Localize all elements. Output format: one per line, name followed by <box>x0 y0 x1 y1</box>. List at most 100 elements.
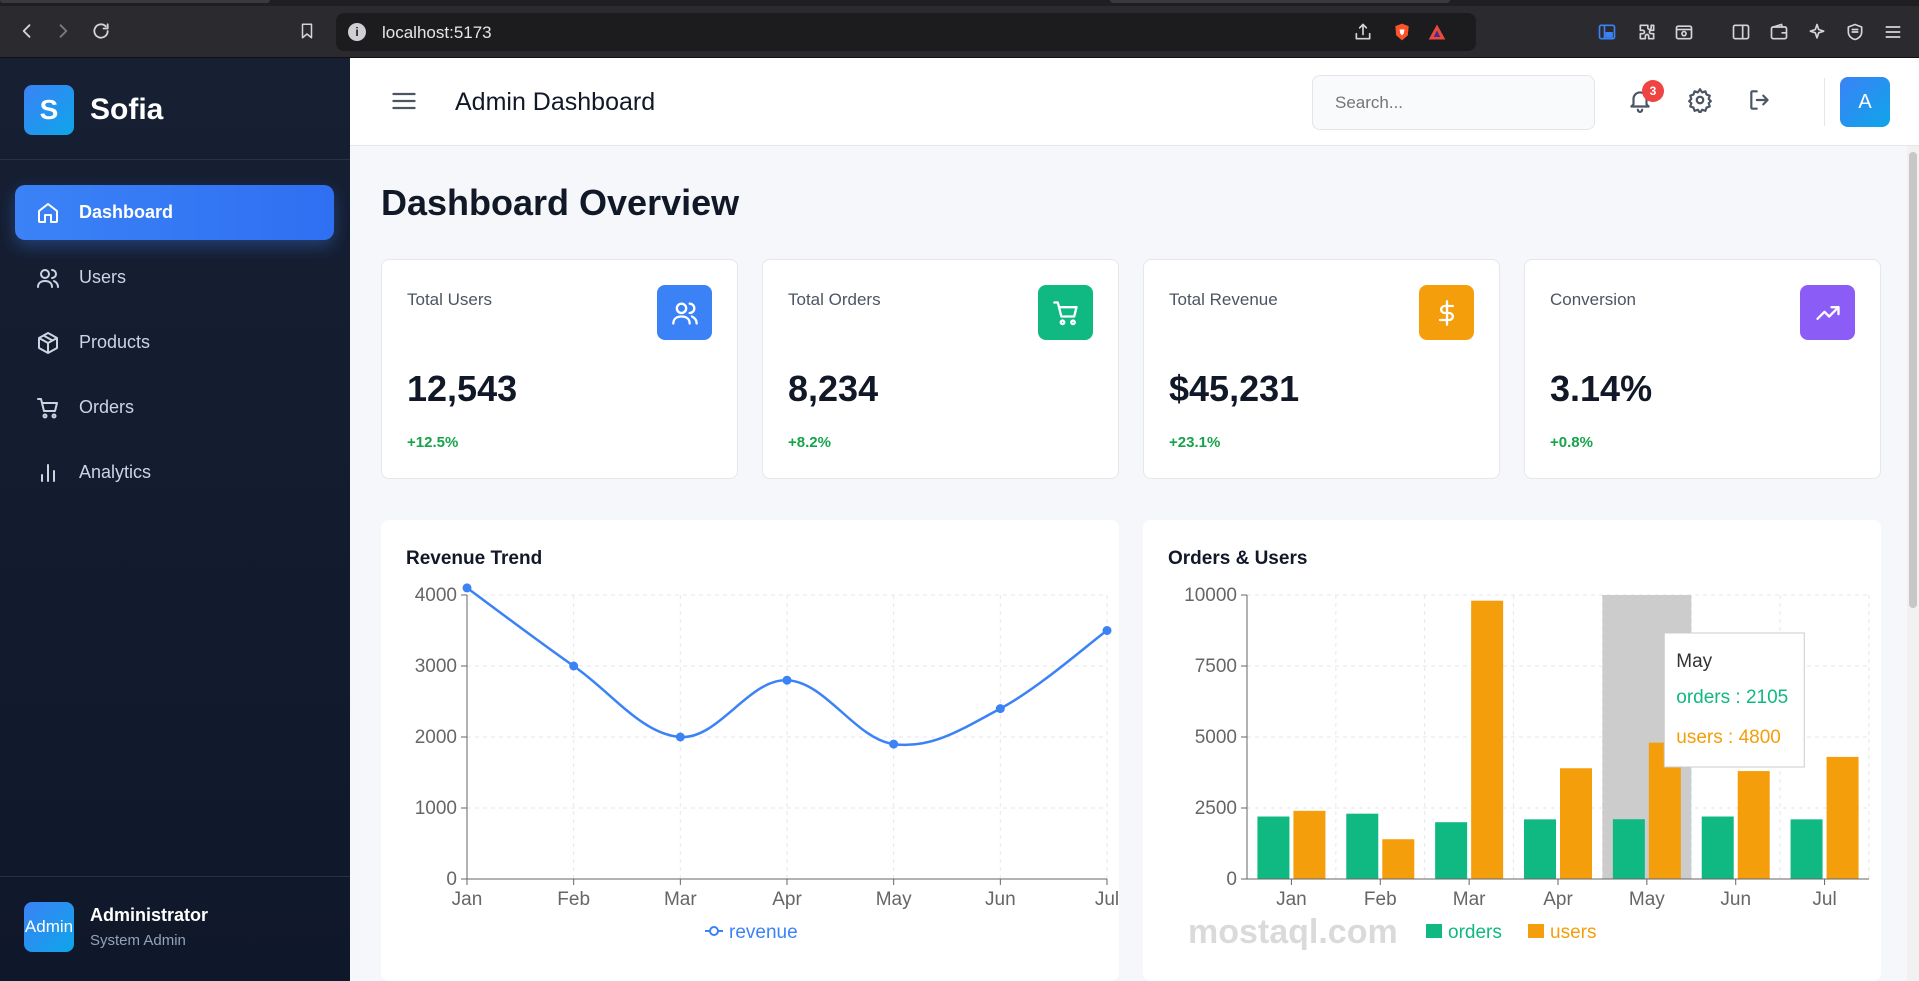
bar-orders <box>1524 819 1556 879</box>
sidebar-item-label: Users <box>79 267 127 287</box>
stat-card-conversion[interactable]: Conversion 3.14% +0.8% <box>1524 259 1881 479</box>
revenue-line-chart[interactable]: 0 1000 2000 3000 4000 Jan Feb Mar Apr May Jun Jul re… <box>381 520 1119 981</box>
sidebar-nav: Dashboard Users Products Orders <box>15 185 334 510</box>
wallet-icon[interactable] <box>1768 21 1790 43</box>
trending-up-icon <box>1800 285 1855 340</box>
legend-marker <box>709 926 719 936</box>
sidebar-item-analytics[interactable]: Analytics <box>15 445 334 500</box>
legend-marker <box>1528 924 1544 938</box>
share-icon[interactable] <box>1352 21 1374 43</box>
orders-users-bar-chart[interactable]: 0 2500 5000 7500 10000 Jan Feb Mar Apr May Jun Jul o… <box>1143 520 1881 981</box>
sidebar-item-orders[interactable]: Orders <box>15 380 334 435</box>
bar-orders <box>1701 816 1734 879</box>
stat-change: +23.1% <box>1169 434 1221 451</box>
avatar: Admin <box>24 902 74 952</box>
stat-change: +12.5% <box>407 434 459 451</box>
tab-search-icon[interactable] <box>1673 21 1695 43</box>
legend-label: users <box>1550 922 1596 943</box>
x-tick-label: May <box>876 889 912 910</box>
x-tick-label: Jun <box>985 889 1016 910</box>
logout-icon[interactable] <box>1747 87 1775 115</box>
bar-users <box>1471 600 1504 879</box>
reload-icon[interactable] <box>88 18 114 44</box>
y-tick-label: 10000 <box>1184 585 1237 606</box>
x-tick-label: Apr <box>1543 889 1573 910</box>
sidebar-item-products[interactable]: Products <box>15 315 334 370</box>
stat-card-users[interactable]: Total Users 12,543 +12.5% <box>381 259 738 479</box>
y-tick-label: 5000 <box>1195 727 1237 748</box>
extensions-icon[interactable] <box>1636 21 1658 43</box>
y-tick-label: 1000 <box>415 798 457 819</box>
vpn-shield-icon[interactable] <box>1844 21 1866 43</box>
bookmark-icon[interactable] <box>294 18 320 44</box>
users-icon <box>35 265 61 291</box>
back-icon[interactable] <box>14 18 40 44</box>
users-icon <box>657 285 712 340</box>
data-point <box>462 583 472 593</box>
legend-label: orders <box>1448 922 1502 943</box>
gear-icon[interactable] <box>1687 87 1715 115</box>
bar-users <box>1560 768 1592 879</box>
x-tick-label: Mar <box>1453 889 1486 910</box>
menu-icon[interactable] <box>1882 21 1904 43</box>
y-tick-label: 3000 <box>415 656 457 677</box>
notification-badge: 3 <box>1642 80 1664 102</box>
brand[interactable]: S Sofia <box>24 85 163 135</box>
cart-icon <box>1038 285 1093 340</box>
home-icon <box>35 200 61 226</box>
rewards-icon[interactable] <box>1426 21 1448 43</box>
stat-label: Total Orders <box>788 290 881 309</box>
page-title: Dashboard Overview <box>381 182 740 223</box>
dollar-icon <box>1419 285 1474 340</box>
current-user[interactable]: Admin Administrator System Admin <box>24 902 208 952</box>
data-point <box>995 704 1005 714</box>
x-tick-label: Jan <box>1276 889 1307 910</box>
stat-value: 8,234 <box>788 368 879 409</box>
sidebar-item-dashboard[interactable]: Dashboard <box>15 185 334 240</box>
hamburger-menu-icon[interactable] <box>390 87 418 115</box>
brave-shield-icon[interactable] <box>1391 21 1413 43</box>
site-info-icon[interactable]: i <box>348 23 366 41</box>
sidebar-toggle-icon[interactable] <box>1730 21 1752 43</box>
search-input[interactable] <box>1312 75 1595 130</box>
forward-icon[interactable] <box>50 18 76 44</box>
scrollbar[interactable] <box>1907 146 1919 981</box>
avatar[interactable]: A <box>1840 77 1890 127</box>
leo-ai-icon[interactable] <box>1806 21 1828 43</box>
brand-name: Sofia <box>90 93 164 126</box>
stat-card-revenue[interactable]: Total Revenue $45,231 +23.1% <box>1143 259 1500 479</box>
stat-label: Conversion <box>1550 290 1636 309</box>
bar-orders <box>1790 819 1823 879</box>
cart-icon <box>35 395 61 421</box>
bar-orders <box>1435 822 1468 879</box>
data-point <box>569 661 579 671</box>
sidebar-item-label: Products <box>79 332 151 352</box>
stat-card-orders[interactable]: Total Orders 8,234 +8.2% <box>762 259 1119 479</box>
brand-logo: S <box>24 85 74 135</box>
y-tick-label: 0 <box>1226 869 1237 890</box>
divider <box>0 876 350 877</box>
x-tick-label: Jul <box>1095 889 1119 910</box>
y-tick-label: 0 <box>446 869 457 890</box>
stat-label: Total Users <box>407 290 493 309</box>
data-point <box>1102 626 1112 635</box>
browser-toolbar: i localhost:5173 <box>0 0 1919 58</box>
y-tick-label: 4000 <box>415 585 457 606</box>
sidebar-item-label: Dashboard <box>79 202 174 222</box>
top-bar: Admin Dashboard 3 A <box>350 58 1919 146</box>
data-point <box>675 732 685 742</box>
tooltip-box <box>1663 632 1805 768</box>
bar-orders <box>1257 816 1290 879</box>
sidepanel-icon[interactable] <box>1596 21 1618 43</box>
sidebar-item-users[interactable]: Users <box>15 250 334 305</box>
box-icon <box>35 330 61 356</box>
address-bar[interactable]: i localhost:5173 <box>336 13 1476 51</box>
sidebar-item-label: Orders <box>79 397 135 417</box>
bar-users <box>1826 756 1859 879</box>
legend-label: revenue <box>729 922 798 943</box>
app-root: S Sofia Dashboard Users Products <box>0 58 1919 981</box>
bar-chart-icon <box>35 460 61 486</box>
y-tick-label: 7500 <box>1195 656 1237 677</box>
bar-orders <box>1612 819 1645 879</box>
scroll-thumb[interactable] <box>1909 152 1917 608</box>
